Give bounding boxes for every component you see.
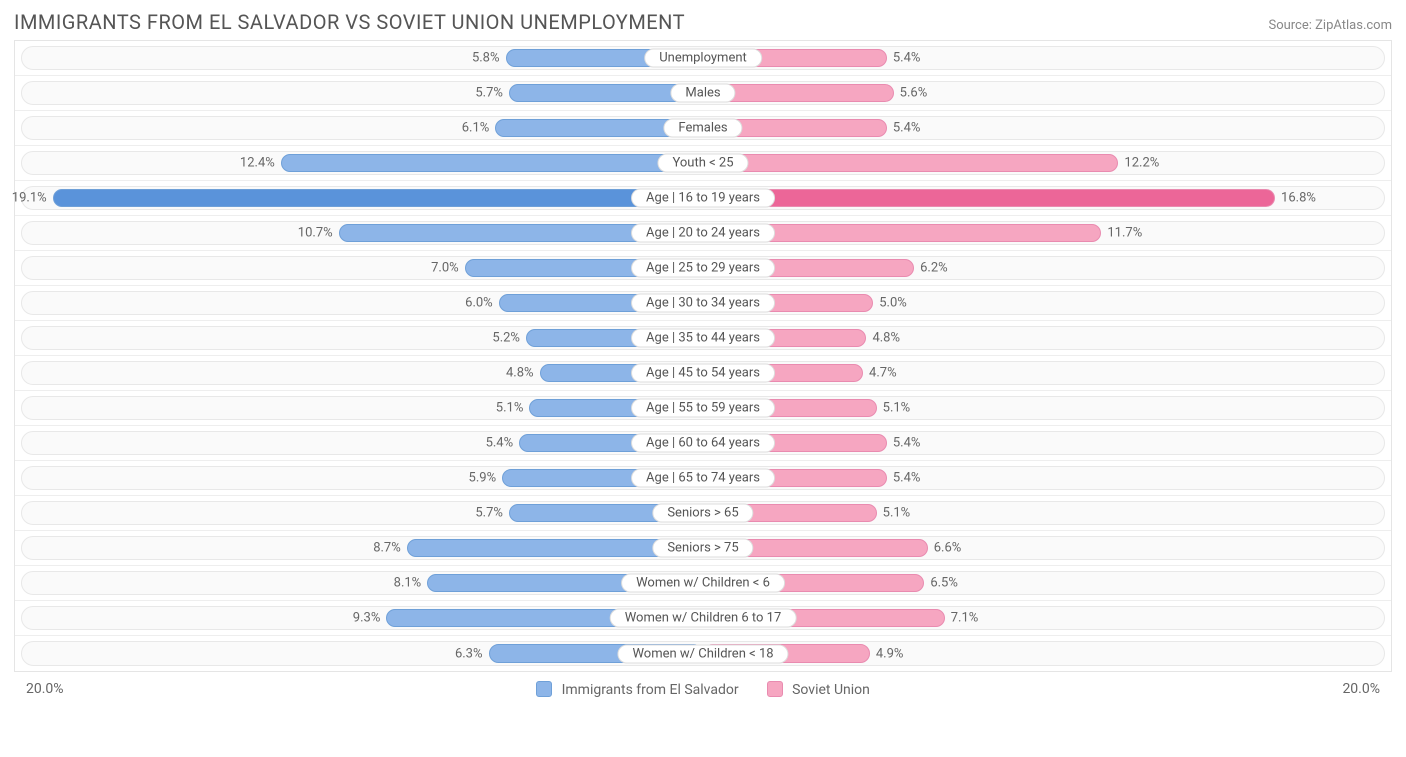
- chart-row: 5.8% 5.4% Unemployment: [15, 41, 1391, 76]
- value-right: 4.7%: [869, 366, 897, 381]
- chart-row: 8.1% 6.5% Women w/ Children < 6: [15, 566, 1391, 601]
- category-label: Unemployment: [644, 49, 762, 68]
- value-right: 11.7%: [1107, 226, 1142, 241]
- chart-footer: 20.0% Immigrants from El Salvador Soviet…: [14, 672, 1392, 706]
- bar-right: [703, 154, 1118, 172]
- legend-label-right: Soviet Union: [792, 682, 870, 698]
- value-left: 7.0%: [431, 261, 459, 276]
- category-label: Age | 65 to 74 years: [631, 469, 775, 488]
- value-left: 5.7%: [475, 86, 503, 101]
- category-label: Age | 35 to 44 years: [631, 329, 775, 348]
- value-right: 5.4%: [893, 51, 921, 66]
- chart-source: Source: ZipAtlas.com: [1268, 18, 1392, 33]
- value-left: 19.1%: [12, 191, 47, 206]
- chart-container: IMMIGRANTS FROM EL SALVADOR VS SOVIET UN…: [0, 0, 1406, 716]
- value-right: 7.1%: [951, 611, 979, 626]
- value-left: 6.3%: [455, 646, 483, 661]
- category-label: Youth < 25: [657, 154, 748, 173]
- legend-label-left: Immigrants from El Salvador: [562, 682, 739, 698]
- category-label: Males: [670, 84, 735, 103]
- value-right: 16.8%: [1281, 191, 1316, 206]
- chart-row: 5.7% 5.1% Seniors > 65: [15, 496, 1391, 531]
- chart-row: 8.7% 6.6% Seniors > 75: [15, 531, 1391, 566]
- chart-title: IMMIGRANTS FROM EL SALVADOR VS SOVIET UN…: [14, 10, 685, 34]
- chart-row: 6.0% 5.0% Age | 30 to 34 years: [15, 286, 1391, 321]
- value-left: 5.4%: [486, 436, 514, 451]
- value-right: 6.2%: [920, 261, 948, 276]
- legend-swatch-right: [767, 681, 783, 697]
- value-right: 5.6%: [900, 86, 928, 101]
- legend-item-left: Immigrants from El Salvador: [536, 681, 739, 698]
- value-left: 4.8%: [506, 366, 534, 381]
- legend: Immigrants from El Salvador Soviet Union: [536, 681, 870, 698]
- value-right: 6.6%: [934, 541, 962, 556]
- category-label: Seniors > 65: [652, 504, 753, 523]
- value-left: 10.7%: [298, 226, 333, 241]
- value-left: 8.1%: [394, 576, 422, 591]
- chart-header: IMMIGRANTS FROM EL SALVADOR VS SOVIET UN…: [14, 10, 1392, 34]
- category-label: Age | 30 to 34 years: [631, 294, 775, 313]
- chart-row: 5.4% 5.4% Age | 60 to 64 years: [15, 426, 1391, 461]
- value-right: 5.0%: [879, 296, 907, 311]
- legend-swatch-left: [536, 681, 552, 697]
- value-right: 5.4%: [893, 121, 921, 136]
- chart-row: 10.7% 11.7% Age | 20 to 24 years: [15, 216, 1391, 251]
- chart-row: 4.8% 4.7% Age | 45 to 54 years: [15, 356, 1391, 391]
- value-right: 5.4%: [893, 436, 921, 451]
- category-label: Women w/ Children < 6: [621, 574, 785, 593]
- chart-row: 5.1% 5.1% Age | 55 to 59 years: [15, 391, 1391, 426]
- value-left: 5.1%: [496, 401, 524, 416]
- value-left: 6.0%: [465, 296, 493, 311]
- value-right: 4.8%: [872, 331, 900, 346]
- value-left: 12.4%: [240, 156, 275, 171]
- value-left: 9.3%: [353, 611, 381, 626]
- chart-row: 12.4% 12.2% Youth < 25: [15, 146, 1391, 181]
- value-right: 5.1%: [883, 506, 911, 521]
- axis-max-right: 20.0%: [1342, 681, 1380, 697]
- value-left: 5.2%: [492, 331, 520, 346]
- chart-row: 6.1% 5.4% Females: [15, 111, 1391, 146]
- value-left: 5.7%: [475, 506, 503, 521]
- value-left: 5.9%: [469, 471, 497, 486]
- category-label: Seniors > 75: [652, 539, 753, 558]
- value-left: 6.1%: [462, 121, 490, 136]
- value-right: 4.9%: [876, 646, 904, 661]
- chart-row: 6.3% 4.9% Women w/ Children < 18: [15, 636, 1391, 671]
- value-right: 6.5%: [930, 576, 958, 591]
- chart-row: 5.7% 5.6% Males: [15, 76, 1391, 111]
- value-right: 5.1%: [883, 401, 911, 416]
- legend-item-right: Soviet Union: [767, 681, 870, 698]
- value-right: 12.2%: [1124, 156, 1159, 171]
- bar-left: [281, 154, 703, 172]
- value-left: 5.8%: [472, 51, 500, 66]
- diverging-bar-chart: 5.8% 5.4% Unemployment 5.7% 5.6% Males 6.1% 5.4…: [14, 40, 1392, 672]
- category-label: Age | 55 to 59 years: [631, 399, 775, 418]
- chart-row: 5.2% 4.8% Age | 35 to 44 years: [15, 321, 1391, 356]
- category-label: Females: [663, 119, 742, 138]
- category-label: Age | 16 to 19 years: [631, 189, 775, 208]
- bar-left: [53, 189, 703, 207]
- chart-row: 7.0% 6.2% Age | 25 to 29 years: [15, 251, 1391, 286]
- value-left: 8.7%: [373, 541, 401, 556]
- chart-row: 9.3% 7.1% Women w/ Children 6 to 17: [15, 601, 1391, 636]
- value-right: 5.4%: [893, 471, 921, 486]
- chart-row: 5.9% 5.4% Age | 65 to 74 years: [15, 461, 1391, 496]
- axis-max-left: 20.0%: [26, 681, 64, 697]
- category-label: Age | 45 to 54 years: [631, 364, 775, 383]
- category-label: Age | 20 to 24 years: [631, 224, 775, 243]
- category-label: Women w/ Children 6 to 17: [610, 609, 797, 628]
- category-label: Age | 25 to 29 years: [631, 259, 775, 278]
- chart-row: 19.1% 16.8% Age | 16 to 19 years: [15, 181, 1391, 216]
- category-label: Women w/ Children < 18: [617, 644, 788, 663]
- bar-right: [703, 189, 1275, 207]
- category-label: Age | 60 to 64 years: [631, 434, 775, 453]
